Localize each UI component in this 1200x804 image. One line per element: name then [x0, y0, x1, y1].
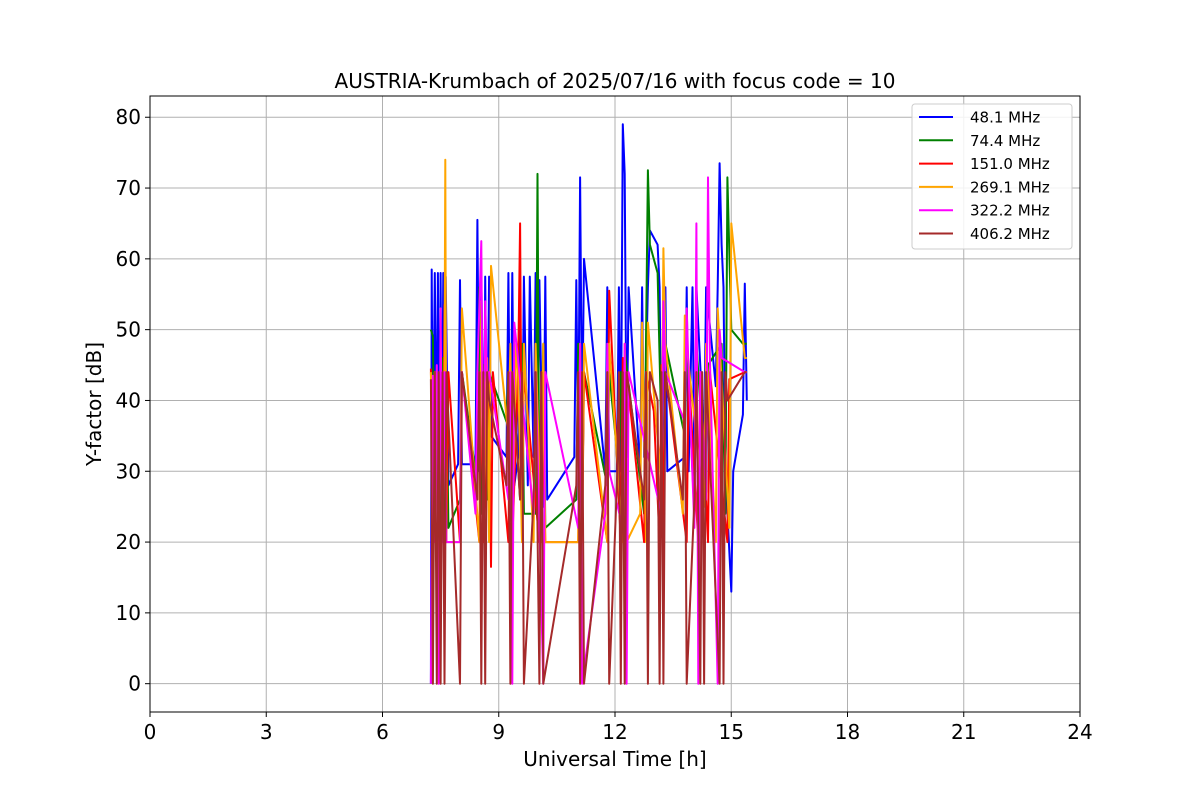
y-tick-label: 10 [116, 601, 141, 625]
y-tick-label: 50 [116, 318, 141, 342]
legend: 48.1 MHz 74.4 MHz 151.0 MHz 269.1 MHz 32… [911, 103, 1073, 250]
x-tick-label: 3 [260, 720, 273, 744]
legend-label: 48.1 MHz [970, 109, 1040, 127]
y-tick-label: 80 [116, 105, 141, 129]
y-tick-label: 30 [116, 459, 141, 483]
legend-label: 151.0 MHz [970, 155, 1050, 173]
y-tick-label: 40 [116, 388, 141, 412]
series-lines [429, 123, 748, 685]
legend-label: 269.1 MHz [970, 178, 1050, 196]
series-line-5 [429, 371, 747, 685]
y-axis-ticks: 0 10 20 30 40 50 60 70 80 [116, 105, 150, 696]
x-axis-label: Universal Time [h] [523, 747, 706, 771]
y-tick-label: 70 [116, 176, 141, 200]
chart-title: AUSTRIA-Krumbach of 2025/07/16 with focu… [335, 69, 896, 93]
x-tick-label: 9 [492, 720, 505, 744]
x-tick-label: 6 [376, 720, 389, 744]
x-tick-label: 24 [1067, 720, 1092, 744]
legend-label: 322.2 MHz [970, 202, 1050, 220]
x-tick-label: 15 [719, 720, 744, 744]
legend-label: 74.4 MHz [970, 132, 1040, 150]
y-axis-label: Y-factor [dB] [82, 342, 106, 467]
y-tick-label: 20 [116, 530, 141, 554]
y-tick-label: 60 [116, 247, 141, 271]
x-tick-label: 0 [144, 720, 157, 744]
y-tick-label: 0 [128, 672, 141, 696]
x-tick-label: 18 [835, 720, 860, 744]
x-tick-label: 12 [602, 720, 627, 744]
x-tick-label: 21 [951, 720, 976, 744]
legend-label: 406.2 MHz [970, 225, 1050, 243]
x-axis-ticks: 0 3 6 9 12 15 18 21 24 [144, 712, 1093, 744]
